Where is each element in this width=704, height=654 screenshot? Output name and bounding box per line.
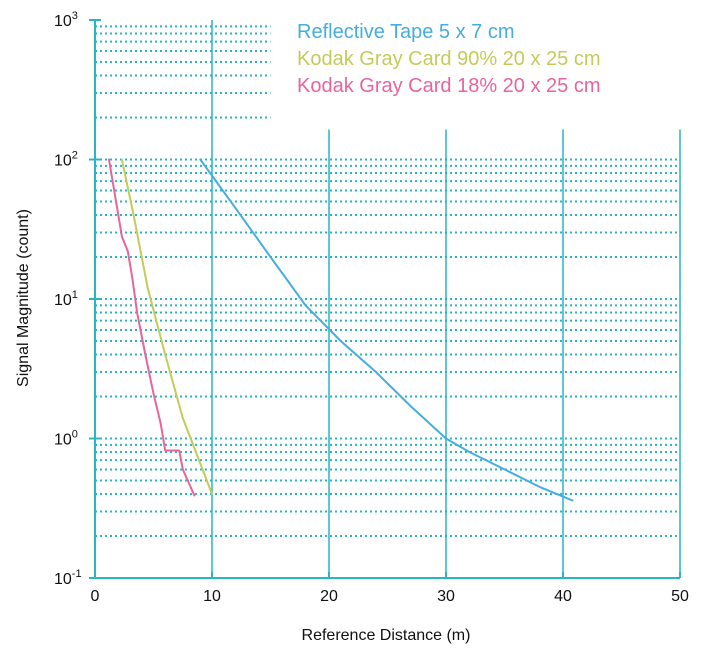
y-axis-title: Signal Magnitude (count) [15,209,32,387]
axes [89,19,681,579]
x-tick-label: 0 [91,588,100,605]
legend-entry-3: Kodak Gray Card 18% 20 x 25 cm [297,75,600,97]
series-line-3 [108,158,196,497]
grid-lines [95,20,681,578]
y-tick-label: 102 [54,150,78,170]
x-tick-label: 40 [554,588,572,605]
series-line-1 [199,158,574,502]
x-tick-label: 20 [320,588,338,605]
x-tick-labels: 0 10 20 30 40 50 [91,588,689,605]
plot-series [108,158,574,502]
y-tick-label: 101 [54,289,78,309]
x-axis-title: Reference Distance (m) [302,627,471,644]
y-tick-labels: 10-1 100 101 102 103 [54,10,82,588]
x-tick-label: 30 [437,588,455,605]
y-tick-label: 100 [54,429,78,449]
legend-entry-2: Kodak Gray Card 90% 20 x 25 cm [297,48,600,70]
legend: Reflective Tape 5 x 7 cm Kodak Gray Card … [297,21,600,97]
y-tick-label: 103 [54,10,78,30]
x-tick-label: 50 [671,588,689,605]
y-tick-label: 10-1 [54,568,82,588]
series-line-2 [120,158,213,495]
x-tick-label: 10 [203,588,221,605]
legend-entry-1: Reflective Tape 5 x 7 cm [297,21,515,43]
